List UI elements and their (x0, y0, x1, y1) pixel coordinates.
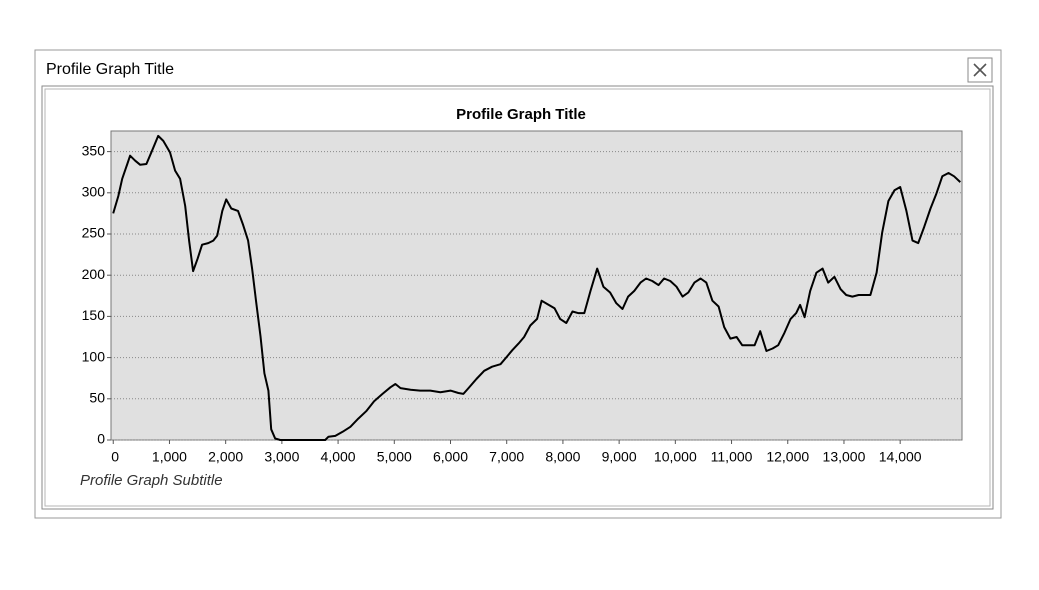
x-tick-label: 2,000 (208, 449, 243, 465)
chart-subtitle: Profile Graph Subtitle (80, 472, 223, 489)
plot-area (110, 130, 963, 441)
x-tick-label: 13,000 (823, 449, 866, 465)
x-tick-label: 4,000 (321, 449, 356, 465)
x-tick-label: 6,000 (433, 449, 468, 465)
y-tick-label: 100 (82, 348, 106, 364)
chart-title: Profile Graph Title (456, 106, 586, 123)
x-tick-label: 12,000 (766, 449, 809, 465)
x-tick-label: 8,000 (545, 449, 580, 465)
close-icon[interactable] (973, 63, 987, 77)
y-tick-label: 350 (82, 142, 106, 158)
x-tick-label: 5,000 (377, 449, 412, 465)
x-tick-label: 1,000 (152, 449, 187, 465)
y-tick-label: 200 (82, 266, 106, 282)
y-tick-label: 50 (89, 390, 105, 406)
x-tick-label: 14,000 (879, 449, 922, 465)
x-tick-label: 3,000 (264, 449, 299, 465)
x-tick-label: 7,000 (489, 449, 524, 465)
x-tick-label: 9,000 (602, 449, 637, 465)
window-title: Profile Graph Title (46, 61, 174, 78)
close-button[interactable] (967, 57, 993, 83)
y-tick-label: 300 (82, 184, 106, 200)
x-tick-label: 11,000 (711, 449, 753, 465)
y-tick-label: 250 (82, 225, 106, 241)
profile-line (112, 134, 961, 441)
y-tick-label: 0 (97, 431, 105, 447)
y-tick-label: 150 (82, 307, 106, 323)
x-tick-label: 10,000 (654, 449, 697, 465)
x-tick-label: 0 (111, 449, 119, 465)
